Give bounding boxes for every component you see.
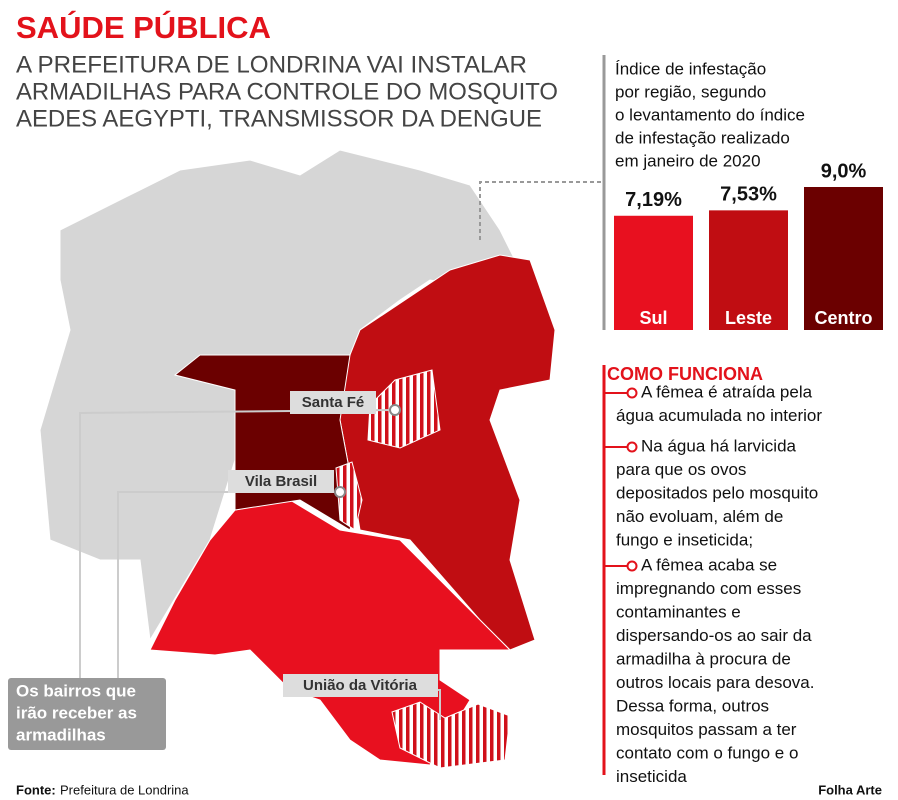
- map: [39, 149, 556, 769]
- step-text: contaminantes e: [616, 602, 741, 621]
- title: SAÚDE PÚBLICA: [16, 9, 271, 45]
- step-text: impregnando com esses: [616, 579, 801, 598]
- credit: Folha Arte: [818, 782, 882, 797]
- label-box: [228, 470, 334, 493]
- chart-title: em janeiro de 2020: [615, 151, 761, 170]
- source-label: Fonte:: [16, 782, 56, 797]
- marker: [389, 404, 401, 416]
- step-text: depositados pelo mosquito: [616, 483, 818, 502]
- section-heading: COMO FUNCIONA: [607, 364, 763, 384]
- category-label: Centro: [815, 308, 873, 328]
- label-box: [283, 674, 438, 697]
- step-text: Dessa forma, outros: [616, 696, 769, 715]
- chart-title: Índice de infestação: [615, 59, 766, 78]
- bar: [709, 210, 788, 330]
- step-text: Na água há larvicida: [641, 436, 797, 455]
- map-label: Vila Brasil: [245, 473, 317, 490]
- step-text: fungo e inseticida;: [616, 530, 753, 549]
- subtitle: A PREFEITURA DE LONDRINA VAI INSTALAR: [16, 51, 527, 78]
- map-label: Santa Fé: [302, 394, 365, 411]
- step-text: contato com o fungo e o: [616, 743, 798, 762]
- step-text: A fêmea é atraída pela: [641, 382, 813, 401]
- subtitle: ARMADILHAS PARA CONTROLE DO MOSQUITO: [16, 78, 558, 105]
- step-text: outros locais para desova.: [616, 673, 814, 692]
- step-text: dispersando-os ao sair da: [616, 626, 812, 645]
- chart-title: o levantamento do índice: [615, 105, 805, 124]
- step-text: A fêmea acaba se: [641, 555, 777, 574]
- step-text: mosquitos passam a ter: [616, 720, 797, 739]
- step-text: para que os ovos: [616, 460, 746, 479]
- label-box: [290, 391, 376, 414]
- chart-title: por região, segundo: [615, 82, 766, 101]
- value-label: 9,0%: [821, 160, 867, 182]
- category-label: Leste: [725, 308, 772, 328]
- bullet: [626, 441, 638, 453]
- step-text: não evoluam, além de: [616, 507, 783, 526]
- category-label: Sul: [639, 308, 667, 328]
- step-text: armadilha à procura de: [616, 649, 791, 668]
- bar: [614, 215, 693, 330]
- value-label: 7,53%: [720, 184, 777, 206]
- step-text: água acumulada no interior: [616, 406, 822, 425]
- legend-text: armadilhas: [16, 725, 106, 744]
- legend-text: Os bairros que: [16, 681, 136, 700]
- chart-title: de infestação realizado: [615, 128, 790, 147]
- legend-box: [8, 678, 166, 750]
- marker: [334, 486, 346, 498]
- source: Prefeitura de Londrina: [60, 782, 189, 797]
- subtitle: AEDES AEGYPTI, TRANSMISSOR DA DENGUE: [16, 105, 542, 132]
- step-text: inseticida: [616, 767, 687, 786]
- bullet: [626, 387, 638, 399]
- bar: [804, 187, 883, 330]
- bullet: [626, 560, 638, 572]
- legend-text: irão receber as: [16, 703, 137, 722]
- value-label: 7,19%: [625, 189, 682, 211]
- map-label: União da Vitória: [303, 677, 418, 694]
